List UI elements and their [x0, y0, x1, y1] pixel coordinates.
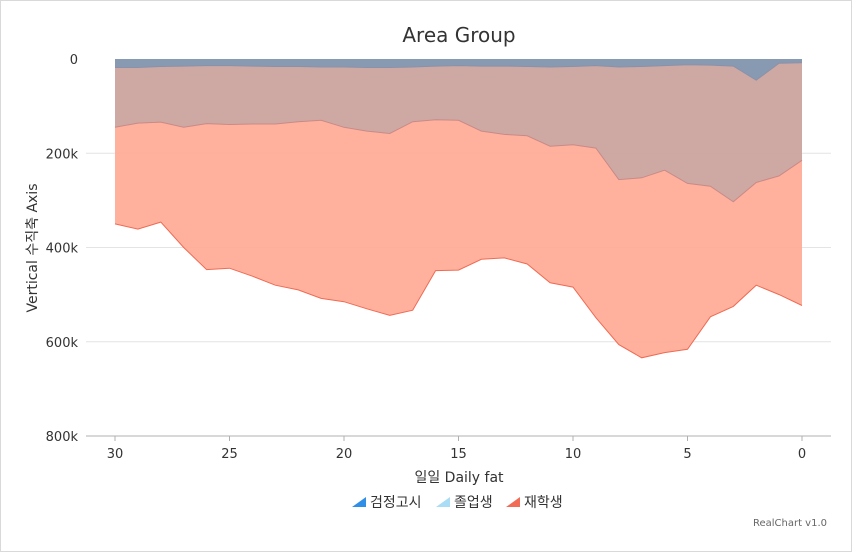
x-tick-label: 0: [798, 447, 806, 462]
area-series-group: [115, 59, 802, 358]
y-tick-label: 200k: [46, 147, 79, 162]
x-axis-line: [86, 435, 831, 441]
area-line-재학생: [114, 221, 803, 359]
x-tick-label: 15: [450, 447, 467, 462]
chart-title: Area Group: [402, 23, 515, 47]
x-tick-label: 20: [336, 447, 353, 462]
area-line-검정고시: [115, 62, 803, 81]
legend-swatch: [436, 497, 450, 507]
legend-swatch: [506, 497, 520, 507]
x-tick-label: 5: [683, 447, 691, 462]
legend-label: 졸업생: [454, 495, 493, 511]
credit-label: RealChart v1.0: [753, 518, 827, 529]
area-재학생: [115, 119, 802, 358]
x-axis-title: 일일 Daily fat: [414, 470, 504, 486]
legend-label: 검정고시: [370, 495, 422, 511]
legend-label: 재학생: [524, 495, 563, 511]
y-tick-label: 600k: [46, 336, 79, 351]
legend: 검정고시 졸업생 재학생: [352, 495, 563, 511]
area-outline-group: [114, 62, 803, 359]
area-line-졸업생: [114, 119, 803, 203]
area-검정고시: [115, 59, 802, 81]
x-tick-labels: 30 25 20 15 10 5 0: [107, 447, 806, 462]
area-졸업생: [115, 62, 802, 202]
y-tick-label: 400k: [46, 242, 79, 257]
y-axis-title: Vertical 수직축 Axis: [25, 184, 41, 313]
y-tick-label: 0: [70, 53, 78, 68]
x-tick-label: 10: [565, 447, 582, 462]
x-tick-label: 30: [107, 447, 124, 462]
x-tick-label: 25: [221, 447, 238, 462]
y-tick-labels: 0 200k 400k 600k 800k: [46, 53, 79, 445]
legend-swatch: [352, 497, 366, 507]
y-tick-label: 800k: [46, 430, 79, 445]
